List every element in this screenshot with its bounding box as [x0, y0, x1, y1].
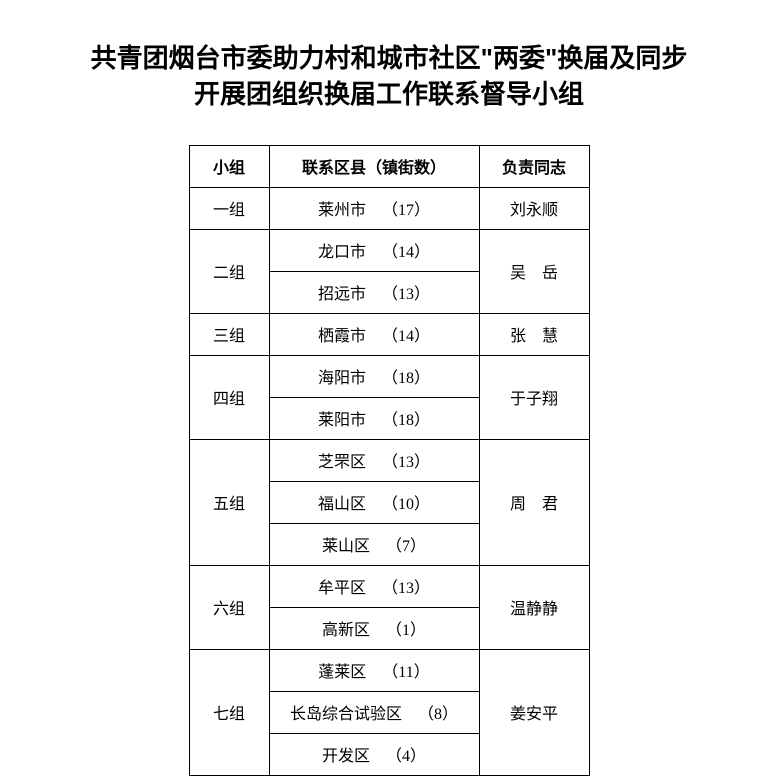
area-name: 招远市 — [318, 280, 366, 304]
area-cell: 芝罘区 （13） — [269, 439, 479, 481]
area-num: （7） — [386, 532, 426, 556]
area-name: 蓬莱区 — [318, 658, 366, 682]
table-row: 六组牟平区 （13）温静静 — [189, 565, 589, 607]
area-name: 长岛综合试验区 — [290, 700, 402, 724]
area-name: 龙口市 — [318, 238, 366, 262]
person-cell: 张 慧 — [479, 313, 589, 355]
area-cell: 长岛综合试验区 （8） — [269, 691, 479, 733]
area-num: （11） — [382, 658, 429, 682]
table-row: 四组海阳市 （18）于子翔 — [189, 355, 589, 397]
area-cell: 海阳市 （18） — [269, 355, 479, 397]
area-name: 海阳市 — [318, 364, 366, 388]
group-cell: 五组 — [189, 439, 269, 565]
area-name: 芝罘区 — [318, 448, 366, 472]
area-cell: 福山区 （10） — [269, 481, 479, 523]
group-cell: 七组 — [189, 649, 269, 775]
table-row: 一组莱州市 （17）刘永顺 — [189, 187, 589, 229]
area-name: 莱州市 — [318, 196, 366, 220]
area-num: （13） — [382, 280, 430, 304]
area-cell: 莱阳市 （18） — [269, 397, 479, 439]
header-group: 小组 — [189, 145, 269, 187]
area-num: （4） — [386, 742, 426, 766]
area-name: 牟平区 — [318, 574, 366, 598]
area-num: （8） — [418, 700, 458, 724]
group-cell: 三组 — [189, 313, 269, 355]
group-cell: 四组 — [189, 355, 269, 439]
person-cell: 刘永顺 — [479, 187, 589, 229]
area-num: （10） — [382, 490, 430, 514]
person-cell: 周 君 — [479, 439, 589, 565]
table-row: 三组栖霞市 （14）张 慧 — [189, 313, 589, 355]
area-cell: 栖霞市 （14） — [269, 313, 479, 355]
group-cell: 一组 — [189, 187, 269, 229]
area-cell: 高新区 （1） — [269, 607, 479, 649]
area-num: （14） — [382, 322, 430, 346]
area-cell: 莱州市 （17） — [269, 187, 479, 229]
group-cell: 六组 — [189, 565, 269, 649]
page-title: 共青团烟台市委助力村和城市社区"两委"换届及同步开展团组织换届工作联系督导小组 — [80, 40, 698, 113]
person-cell: 温静静 — [479, 565, 589, 649]
area-cell: 莱山区 （7） — [269, 523, 479, 565]
person-cell: 于子翔 — [479, 355, 589, 439]
area-num: （13） — [382, 448, 430, 472]
person-cell: 姜安平 — [479, 649, 589, 775]
area-cell: 开发区 （4） — [269, 733, 479, 775]
area-cell: 牟平区 （13） — [269, 565, 479, 607]
area-num: （18） — [382, 406, 430, 430]
area-num: （13） — [382, 574, 430, 598]
area-name: 高新区 — [322, 616, 370, 640]
supervision-table: 小组 联系区县（镇街数） 负责同志 一组莱州市 （17）刘永顺二组龙口市 （14… — [189, 145, 590, 776]
area-name: 莱山区 — [322, 532, 370, 556]
group-cell: 二组 — [189, 229, 269, 313]
area-cell: 蓬莱区 （11） — [269, 649, 479, 691]
area-cell: 龙口市 （14） — [269, 229, 479, 271]
area-num: （1） — [386, 616, 426, 640]
table-row: 二组龙口市 （14）吴 岳 — [189, 229, 589, 271]
area-name: 福山区 — [318, 490, 366, 514]
area-num: （18） — [382, 364, 430, 388]
person-cell: 吴 岳 — [479, 229, 589, 313]
area-cell: 招远市 （13） — [269, 271, 479, 313]
area-name: 莱阳市 — [318, 406, 366, 430]
area-name: 栖霞市 — [318, 322, 366, 346]
area-num: （14） — [382, 238, 430, 262]
header-person: 负责同志 — [479, 145, 589, 187]
table-row: 七组蓬莱区 （11）姜安平 — [189, 649, 589, 691]
area-name: 开发区 — [322, 742, 370, 766]
table-row: 五组芝罘区 （13）周 君 — [189, 439, 589, 481]
area-num: （17） — [382, 196, 430, 220]
header-area: 联系区县（镇街数） — [269, 145, 479, 187]
